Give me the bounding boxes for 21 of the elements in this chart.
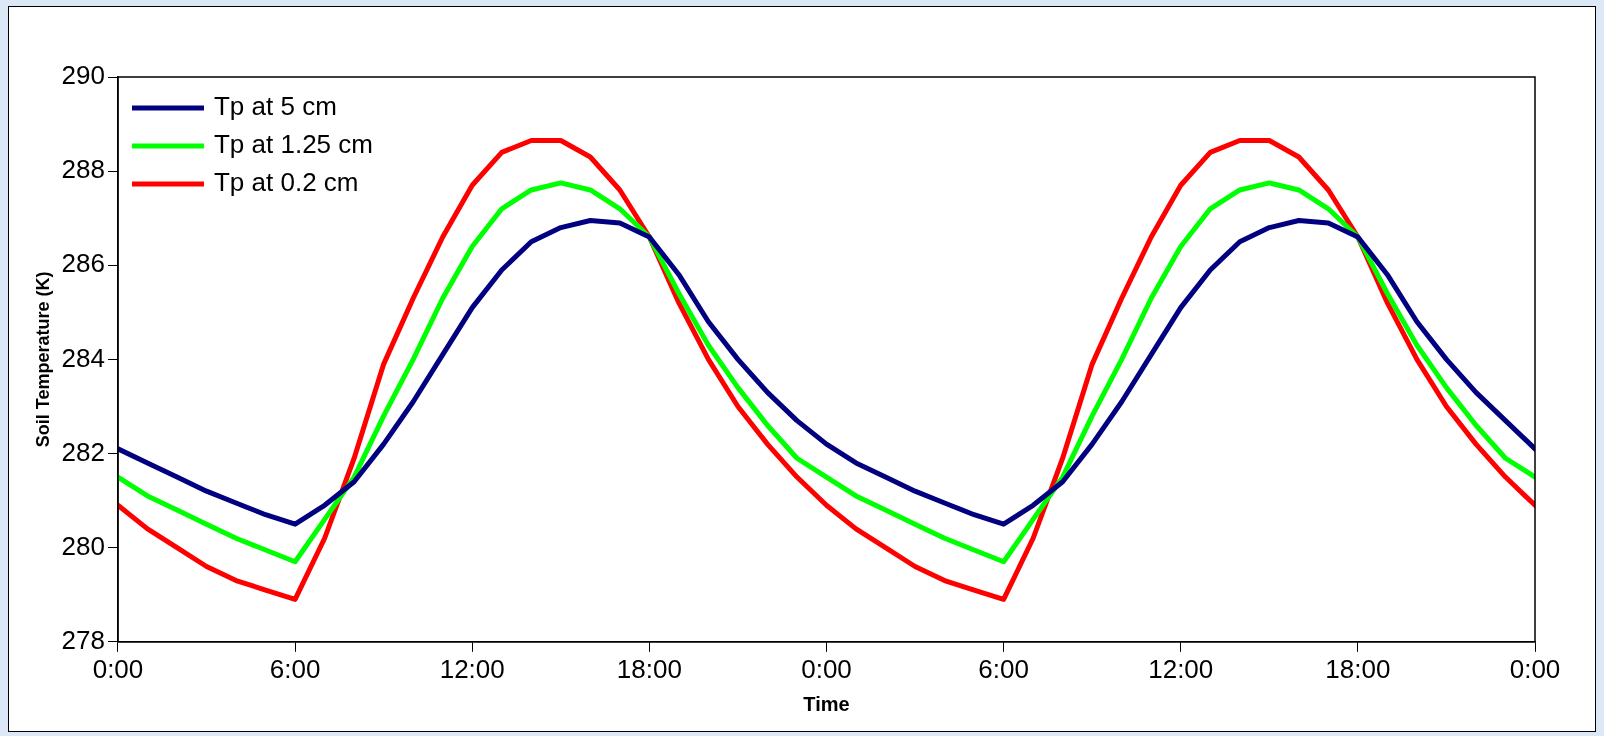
legend-label: Tp at 0.2 cm <box>213 167 359 198</box>
y-tick-label: 278 <box>61 624 105 655</box>
y-axis-title: Soil Temperature (K) <box>32 271 53 448</box>
x-axis-title: Time <box>803 692 850 715</box>
x-tick-label: 0:00 <box>92 653 144 684</box>
x-tick-label: 12:00 <box>439 653 505 684</box>
y-tick-label: 284 <box>61 342 105 373</box>
y-tick-label: 288 <box>61 154 105 185</box>
y-tick-label: 290 <box>61 60 105 91</box>
x-tick-label: 6:00 <box>269 653 321 684</box>
y-tick-label: 282 <box>61 436 105 467</box>
x-tick-label: 0:00 <box>801 653 852 684</box>
x-tick-label: 18:00 <box>616 653 682 684</box>
x-tick-label: 18:00 <box>1325 653 1391 684</box>
legend-label: Tp at 1.25 cm <box>213 129 373 160</box>
y-tick-label: 286 <box>61 248 105 279</box>
x-tick-label: 12:00 <box>1148 653 1214 684</box>
legend-label: Tp at 5 cm <box>213 91 337 122</box>
y-tick-label: 280 <box>61 530 105 561</box>
x-tick-label: 0:00 <box>1509 653 1561 684</box>
x-tick-label: 6:00 <box>978 653 1029 684</box>
